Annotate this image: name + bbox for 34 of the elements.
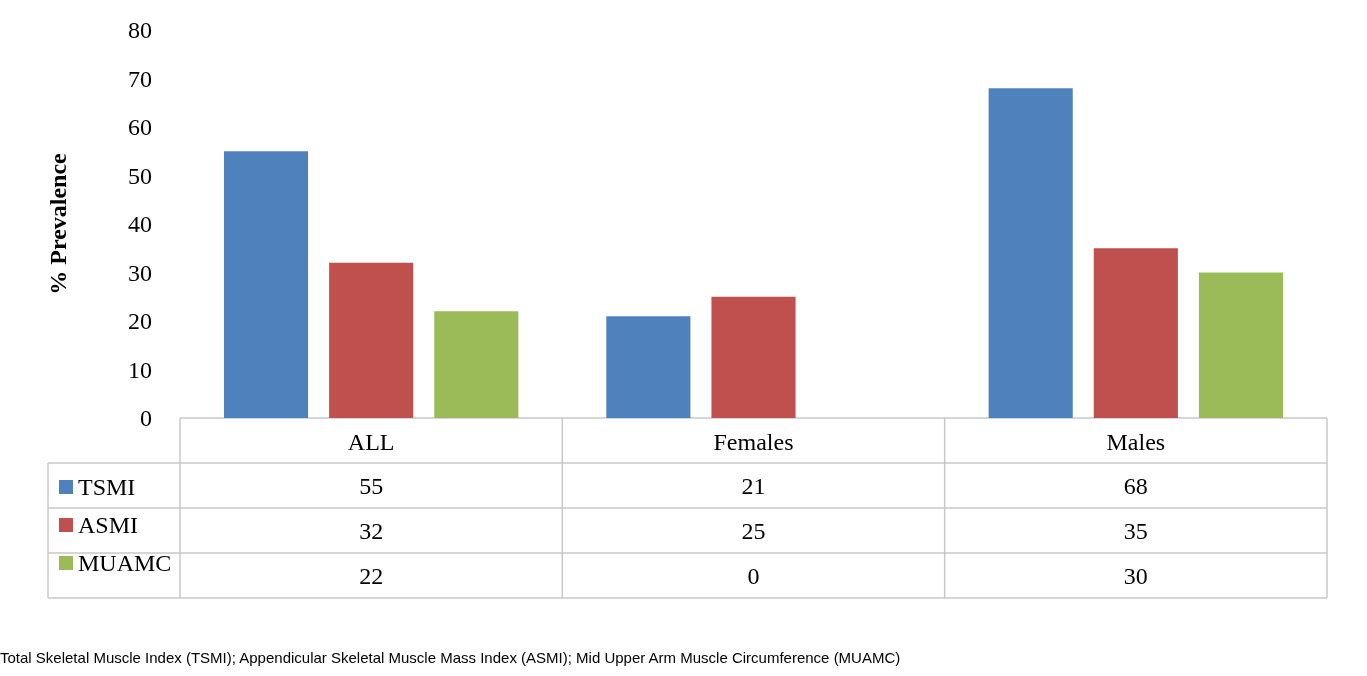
y-tick-label: 20 bbox=[128, 308, 152, 334]
y-tick-label: 30 bbox=[128, 259, 152, 286]
legend-label: ASMI bbox=[78, 512, 139, 538]
bar bbox=[223, 151, 309, 418]
bar bbox=[1093, 248, 1178, 418]
y-tick-label: 10 bbox=[128, 356, 152, 383]
data-label: 68 bbox=[1123, 472, 1148, 499]
legend-label: TSMI bbox=[78, 474, 136, 500]
x-tick-label: ALL bbox=[347, 429, 395, 455]
bar bbox=[988, 88, 1073, 418]
bar bbox=[1198, 272, 1284, 418]
data-label: 22 bbox=[359, 562, 384, 589]
bar bbox=[606, 316, 691, 418]
y-axis-title: % Prevalence bbox=[45, 152, 71, 295]
bar bbox=[434, 311, 519, 418]
y-tick-label: 80 bbox=[128, 17, 152, 43]
text: Total Skeletal Muscle Index (TSMI); Appendicular Skeletal Muscle Mass Index (ASMI); Mid Upper Arm Muscle Circumference (MUAMC) bbox=[0, 649, 901, 666]
y-tick-label: 70 bbox=[128, 65, 152, 92]
data-label: 25 bbox=[741, 517, 766, 544]
bar bbox=[711, 296, 796, 418]
data-label: 0 bbox=[747, 562, 760, 589]
x-tick-label: Females bbox=[713, 429, 794, 455]
data-label: 21 bbox=[741, 472, 766, 499]
data-label: 32 bbox=[359, 517, 384, 544]
y-tick-label: 40 bbox=[128, 211, 152, 237]
x-tick-label: Males bbox=[1106, 429, 1166, 455]
legend-label: MUAMC bbox=[78, 550, 172, 576]
data-label: 35 bbox=[1123, 517, 1148, 544]
data-label: 55 bbox=[359, 472, 384, 499]
bar bbox=[329, 262, 414, 418]
data-label: 30 bbox=[1123, 562, 1148, 589]
y-tick-label: 50 bbox=[128, 162, 152, 189]
y-tick-label: 0 bbox=[140, 405, 152, 431]
y-tick-label: 60 bbox=[128, 114, 152, 140]
